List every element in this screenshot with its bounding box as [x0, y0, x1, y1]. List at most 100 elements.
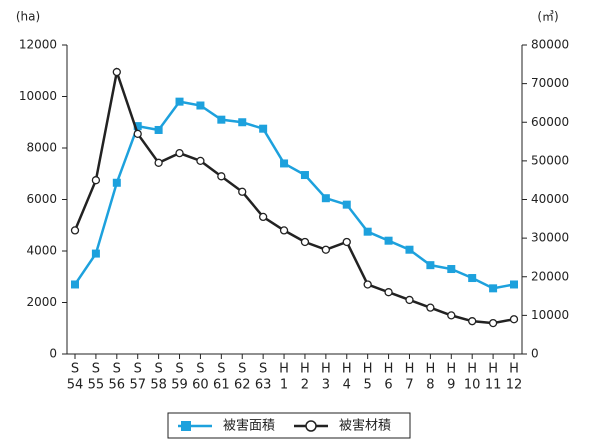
- point: [300, 237, 310, 247]
- y2-unit: (㎥): [537, 10, 558, 24]
- x-tick-label: 11: [485, 378, 502, 393]
- x-tick-label: 58: [150, 378, 167, 393]
- x-tick-label: 6: [384, 378, 392, 393]
- point: [321, 245, 331, 254]
- x-tick-label: 7: [405, 378, 413, 393]
- point: [426, 261, 435, 270]
- point: [217, 172, 226, 181]
- x-tick-label: 3: [322, 378, 330, 393]
- y-tick-label: 4000: [26, 244, 57, 258]
- point: [238, 118, 247, 127]
- y-unit: (ha): [16, 10, 40, 24]
- point: [279, 226, 289, 235]
- x-tick-label: H: [488, 362, 498, 377]
- x-tick-label: H: [446, 362, 456, 377]
- x-tick-label: S: [196, 362, 204, 377]
- x-tick-label: 62: [234, 378, 251, 393]
- y-tick-label: 8000: [26, 141, 57, 155]
- x-tick-label: H: [425, 362, 435, 377]
- y2-tick-label: 10000: [531, 308, 569, 322]
- series-line: [73, 67, 515, 325]
- point: [489, 284, 498, 293]
- x-tick-label: 12: [506, 378, 523, 393]
- legend-marker: [181, 421, 191, 431]
- x-tick-label: S: [154, 362, 162, 377]
- x-tick-label: S: [175, 362, 183, 377]
- point: [175, 97, 184, 106]
- point: [405, 245, 414, 254]
- series-line: [73, 100, 515, 290]
- y2-tick-label: 60000: [531, 115, 569, 129]
- x-tick-label: H: [405, 362, 415, 377]
- point: [321, 194, 330, 203]
- point: [70, 226, 80, 235]
- y-tick-label: 0: [49, 347, 57, 361]
- point: [447, 311, 456, 320]
- x-tick-label: S: [71, 362, 79, 377]
- y2-tick-label: 70000: [531, 76, 569, 90]
- x-tick-label: 4: [343, 378, 351, 393]
- y-tick-label: 6000: [26, 192, 57, 206]
- point: [112, 178, 121, 187]
- x-tick-label: S: [238, 362, 246, 377]
- point: [447, 265, 456, 274]
- legend-label: 被害面積: [223, 418, 275, 434]
- x-tick-label: H: [342, 362, 352, 377]
- point: [133, 122, 142, 131]
- x-tick-label: S: [134, 362, 142, 377]
- x-tick-label: H: [300, 362, 310, 377]
- x-tick-label: S: [259, 362, 267, 377]
- x-tick-label: 60: [192, 378, 209, 393]
- x-tick-label: 8: [426, 378, 434, 393]
- x-tick-label: H: [279, 362, 289, 377]
- legend-marker: [305, 420, 317, 432]
- x-tick-label: 59: [171, 378, 188, 393]
- y2-tick-label: 0: [531, 347, 539, 361]
- x-tick-label: H: [363, 362, 373, 377]
- point: [175, 148, 184, 158]
- y-tick-label: 2000: [26, 295, 57, 309]
- point: [91, 249, 100, 258]
- x-tick-label: 55: [88, 378, 105, 393]
- x-tick-label: S: [217, 362, 225, 377]
- y-tick-label: 12000: [19, 38, 57, 52]
- point: [342, 200, 351, 209]
- point: [258, 212, 268, 222]
- x-tick-label: 9: [447, 378, 455, 393]
- x-tick-label: H: [384, 362, 394, 377]
- point: [196, 156, 205, 166]
- legend-label: 被害材積: [339, 418, 391, 434]
- point: [238, 187, 247, 196]
- point: [468, 274, 477, 283]
- x-tick-label: 1: [280, 378, 288, 393]
- point: [384, 288, 393, 297]
- x-tick-label: 54: [67, 378, 84, 393]
- x-tick-label: 63: [255, 378, 272, 393]
- legend-box: [167, 412, 411, 439]
- x-tick-label: 2: [301, 378, 309, 393]
- y2-tick-label: 30000: [531, 231, 569, 245]
- x-tick-label: 10: [464, 378, 481, 393]
- point: [363, 227, 372, 236]
- x-tick-label: 5: [364, 378, 372, 393]
- point: [71, 280, 79, 289]
- point: [509, 315, 519, 324]
- point: [196, 101, 205, 110]
- point: [405, 295, 414, 305]
- point: [217, 115, 226, 124]
- y2-tick-label: 20000: [531, 269, 569, 283]
- point: [426, 303, 435, 312]
- point: [133, 129, 142, 138]
- y2-tick-label: 40000: [531, 192, 569, 206]
- x-tick-label: 56: [109, 378, 126, 393]
- x-tick-label: H: [509, 362, 519, 377]
- point: [154, 125, 163, 134]
- point: [384, 236, 393, 245]
- point: [259, 124, 268, 133]
- point: [363, 280, 372, 289]
- point: [342, 237, 351, 247]
- y2-tick-label: 80000: [531, 38, 569, 52]
- point: [91, 176, 101, 185]
- point: [300, 171, 309, 180]
